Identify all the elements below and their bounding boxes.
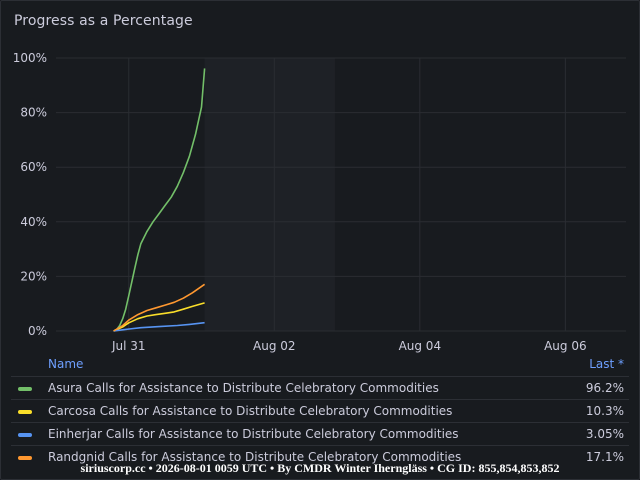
x-tick-label: Aug 02 xyxy=(253,339,296,353)
highlight-band xyxy=(204,58,335,331)
legend-item-last: 17.1% xyxy=(585,450,624,464)
y-tick-label: 60% xyxy=(20,160,47,174)
legend-item-randgnid[interactable]: Randgnid Calls for Assistance to Distrib… xyxy=(11,445,629,469)
legend-item-last: 96.2% xyxy=(585,381,624,395)
watermark: siriuscorp.cc • 2026-08-01 0059 UTC • By… xyxy=(80,461,560,475)
series-line-2 xyxy=(113,321,205,332)
series-color-swatch[interactable] xyxy=(18,410,32,414)
legend-item-name: Carcosa Calls for Assistance to Distribu… xyxy=(48,404,453,418)
series-color-swatch[interactable] xyxy=(18,433,32,437)
y-tick-label: 80% xyxy=(20,106,47,120)
y-tick-label: 100% xyxy=(13,51,47,65)
panel-title: Progress as a Percentage xyxy=(14,13,193,29)
legend-item-last: 3.05% xyxy=(585,427,624,441)
legend-item-name: Randgnid Calls for Assistance to Distrib… xyxy=(48,450,462,464)
legend-item-last: 10.3% xyxy=(585,404,624,418)
x-tick-label: Aug 04 xyxy=(399,339,442,353)
series-line-1 xyxy=(113,302,205,332)
series-line-3 xyxy=(113,283,206,332)
legend-item-carcosa[interactable]: Carcosa Calls for Assistance to Distribu… xyxy=(11,399,629,423)
legend-item-name: Asura Calls for Assistance to Distribute… xyxy=(48,381,439,395)
series-line-0 xyxy=(113,68,206,332)
legend-item-name: Einherjar Calls for Assistance to Distri… xyxy=(48,427,459,441)
legend-item-asura[interactable]: Asura Calls for Assistance to Distribute… xyxy=(11,376,629,400)
x-tick-label: Jul 31 xyxy=(111,339,146,353)
y-tick-label: 40% xyxy=(20,215,47,229)
legend-last-header[interactable]: Last * xyxy=(589,357,624,371)
y-tick-label: 0% xyxy=(28,324,47,338)
series-color-swatch[interactable] xyxy=(18,387,32,391)
line-chart: 0% 20% 40% 60% 80% 100% Jul 31 Aug 02 Aug 04 Aug … xyxy=(13,51,626,353)
y-tick-label: 20% xyxy=(20,269,47,283)
series-color-swatch[interactable] xyxy=(18,456,32,460)
legend-header: Name Last * xyxy=(1,353,639,375)
legend-name-header[interactable]: Name xyxy=(48,357,84,371)
x-tick-label: Aug 06 xyxy=(544,339,587,353)
legend-item-einherjar[interactable]: Einherjar Calls for Assistance to Distri… xyxy=(11,422,629,446)
